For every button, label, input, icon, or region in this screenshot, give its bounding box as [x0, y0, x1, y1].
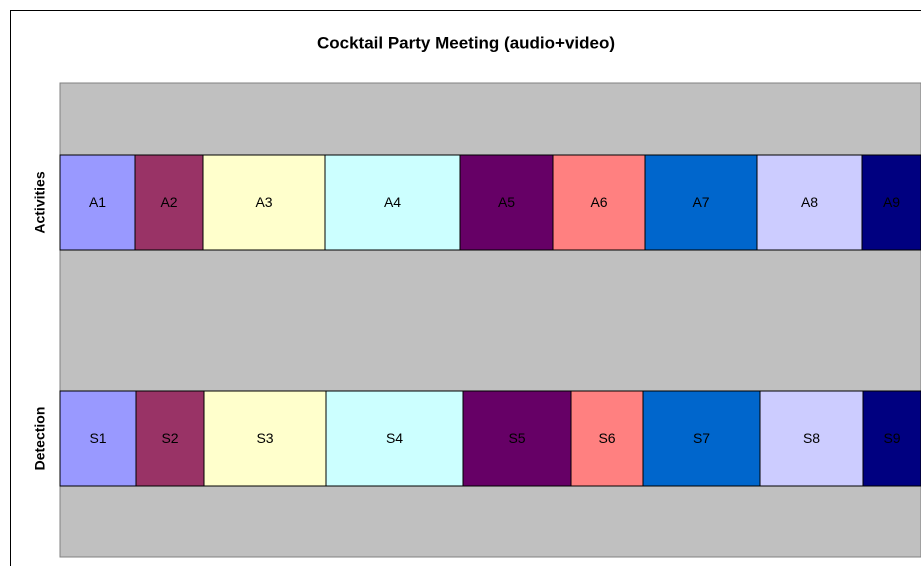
segment [570, 390, 644, 487]
segment-label: A7 [692, 194, 709, 210]
segment-label: S2 [161, 430, 178, 446]
segment-label: A1 [89, 194, 106, 210]
segment-label: A4 [384, 194, 401, 210]
segment [325, 390, 464, 487]
segment-label: S4 [386, 430, 403, 446]
segment [202, 154, 326, 251]
segment [459, 154, 554, 251]
segment [203, 390, 327, 487]
segment-label: A9 [883, 194, 900, 210]
segment [135, 390, 205, 487]
segment [324, 154, 461, 251]
segment-label: S3 [256, 430, 273, 446]
segment-label: A3 [255, 194, 272, 210]
segment-label: A2 [160, 194, 177, 210]
category-label: Activities [32, 171, 48, 233]
segment [552, 154, 646, 251]
segment [759, 390, 864, 487]
segment [756, 154, 863, 251]
segment-label: S7 [693, 430, 710, 446]
segment-label: S1 [89, 430, 106, 446]
segment-label: A6 [590, 194, 607, 210]
segment-label: A8 [801, 194, 818, 210]
segment-label: S9 [883, 430, 900, 446]
segment [861, 154, 921, 251]
segment [644, 154, 758, 251]
chart-title: Cocktail Party Meeting (audio+video) [317, 33, 615, 52]
segment [59, 390, 137, 487]
segment [462, 390, 572, 487]
category-label: Detection [32, 407, 48, 471]
segment [642, 390, 761, 487]
segment-label: S8 [803, 430, 820, 446]
segment-label: A5 [498, 194, 515, 210]
segment [862, 390, 921, 487]
segment-label: S5 [508, 430, 525, 446]
segment [59, 154, 136, 251]
segment-label: S6 [598, 430, 615, 446]
